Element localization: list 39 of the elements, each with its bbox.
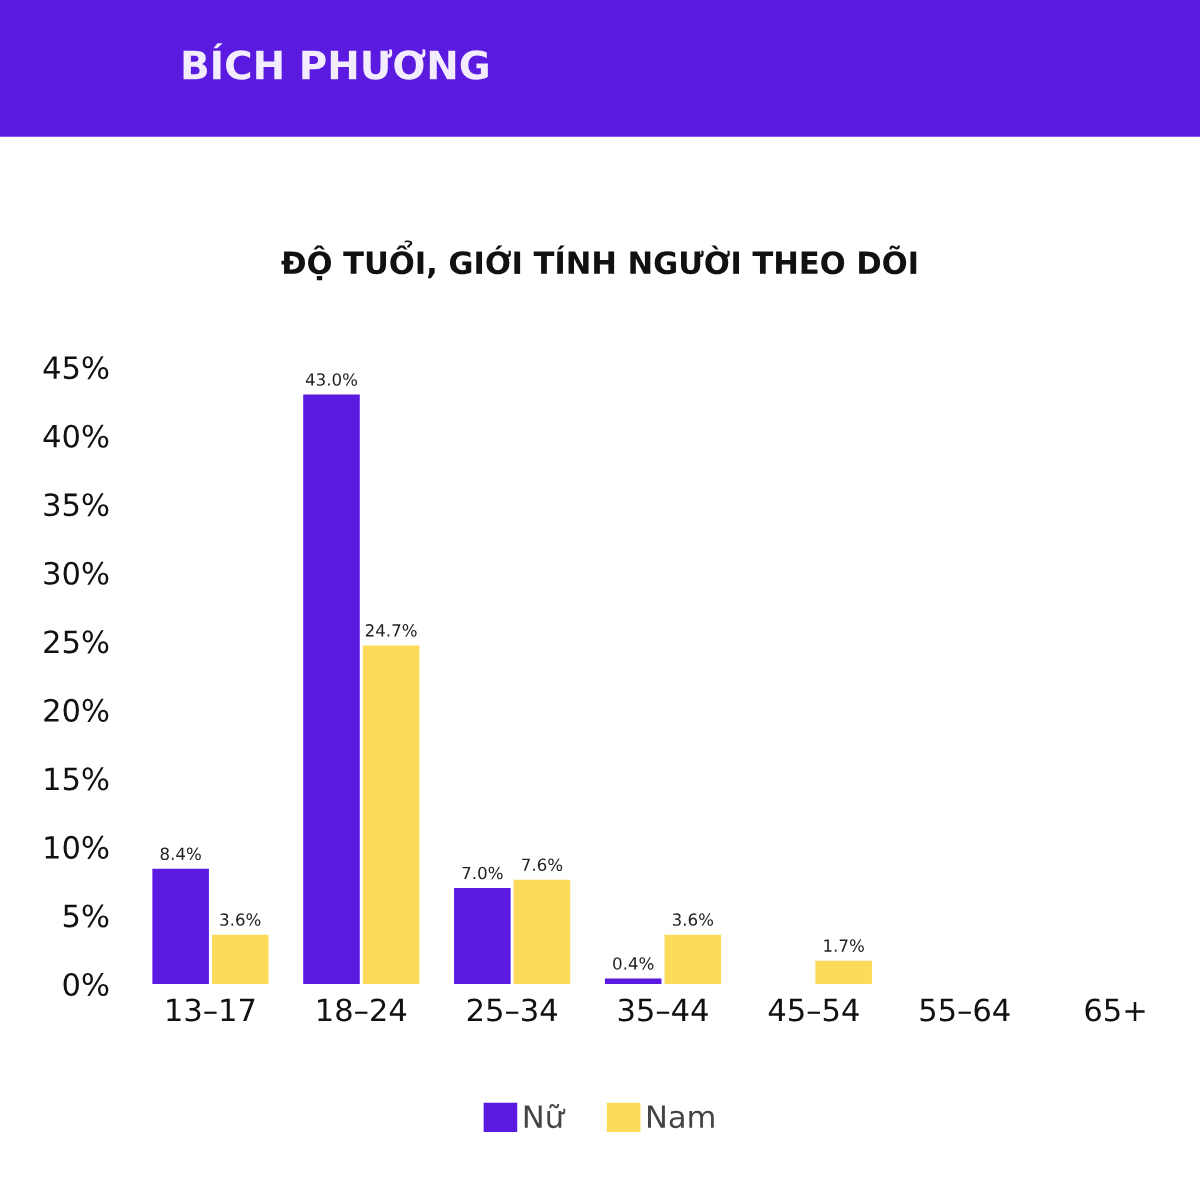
- y-tick-label: 30%: [44, 561, 109, 585]
- data-label: 3.6%: [220, 913, 261, 926]
- data-label: 43.0%: [305, 373, 358, 386]
- bar: [362, 645, 420, 984]
- bar: [303, 394, 360, 984]
- bar: [454, 888, 511, 984]
- x-tick-label: 25–34: [467, 998, 557, 1022]
- y-tick-label: 25%: [44, 630, 109, 654]
- data-label: 7.0%: [462, 866, 503, 880]
- data-label: 1.7%: [824, 939, 864, 952]
- data-label: 3.6%: [672, 913, 714, 926]
- y-tick-label: 45%: [43, 356, 109, 380]
- bar: [664, 934, 722, 984]
- bar: [604, 978, 662, 984]
- bar: [211, 934, 269, 984]
- bar: [152, 868, 209, 984]
- x-tick-label: 65+: [1085, 998, 1145, 1022]
- data-label: 7.6%: [522, 858, 563, 872]
- x-tick-label: 45–54: [768, 998, 859, 1022]
- bar: [513, 879, 571, 984]
- data-label: 24.7%: [365, 624, 417, 637]
- x-tick-label: 18–24: [318, 998, 407, 1022]
- legend-label: Nữ: [524, 1104, 566, 1129]
- y-tick-label: 10%: [45, 835, 109, 859]
- y-tick-label: 35%: [44, 493, 109, 517]
- x-tick-label: 55–64: [920, 998, 1010, 1022]
- x-tick-label: 13–17: [167, 998, 255, 1022]
- y-tick-label: 0%: [63, 972, 109, 997]
- data-label: 8.4%: [160, 847, 201, 861]
- text: BÍCH PHƯƠNG: [183, 43, 488, 80]
- y-tick-label: 15%: [45, 767, 109, 791]
- y-tick-label: 20%: [44, 698, 109, 722]
- chart-title: ĐỘ TUỔI, GIỚI TÍNH NGƯỜI THEO DÕI: [281, 240, 917, 281]
- legend-label: Nam: [648, 1105, 714, 1129]
- y-tick-label: 5%: [63, 904, 109, 928]
- x-tick-label: 35–44: [618, 998, 708, 1022]
- y-tick-label: 40%: [43, 424, 109, 448]
- bar: [815, 960, 872, 984]
- data-label: 0.4%: [613, 957, 654, 970]
